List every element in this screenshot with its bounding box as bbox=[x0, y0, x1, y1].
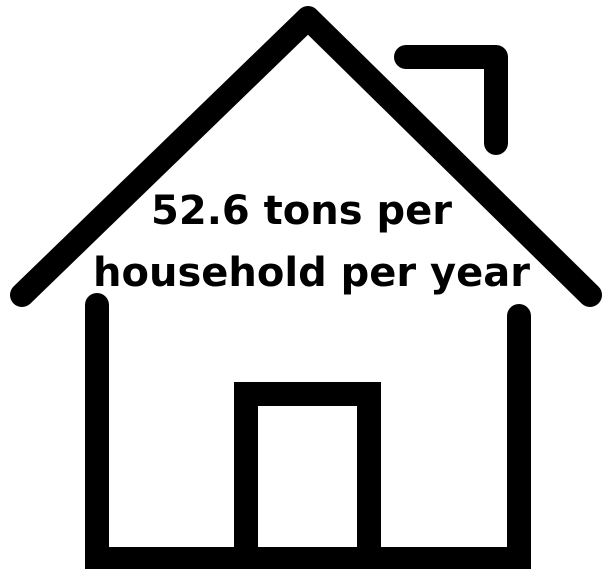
wall-outline bbox=[85, 293, 531, 569]
roof-outline bbox=[10, 6, 602, 307]
chimney-outline bbox=[394, 45, 508, 155]
caption-line-1: 52.6 tons per bbox=[151, 188, 452, 234]
caption-line-2: household per year bbox=[93, 250, 530, 296]
caption: 52.6 tons per household per year bbox=[0, 180, 603, 304]
door-outline bbox=[234, 382, 381, 569]
